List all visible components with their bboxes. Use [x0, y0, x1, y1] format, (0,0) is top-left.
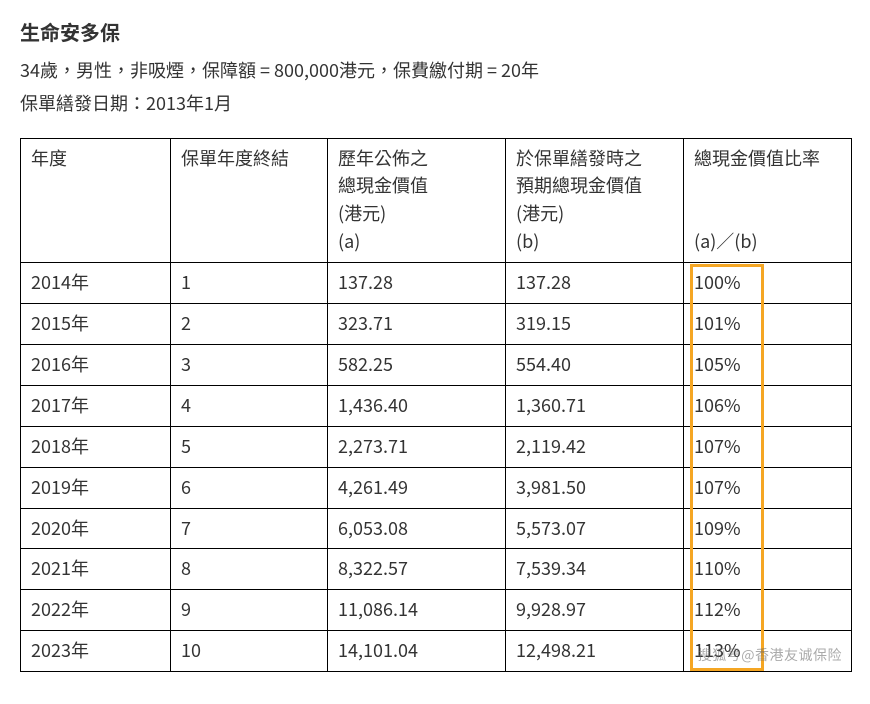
table-cell: 2015年: [21, 304, 171, 345]
table-cell: 1,360.71: [506, 385, 684, 426]
table-cell: 137.28: [328, 263, 506, 304]
table-cell: 8,322.57: [328, 549, 506, 590]
table-cell: 323.71: [328, 304, 506, 345]
table-cell: 7,539.34: [506, 549, 684, 590]
table-container: 年度 保單年度終結 歷年公佈之總現金價值(港元)(a) 於保單繕發時之預期總現金…: [20, 138, 850, 672]
table-row: 2021年88,322.577,539.34110%: [21, 549, 852, 590]
ratio-cell: 112%: [684, 590, 852, 631]
ratio-cell: 101%: [684, 304, 852, 345]
table-cell: 9,928.97: [506, 590, 684, 631]
ratio-cell: 110%: [684, 549, 852, 590]
table-cell: 554.40: [506, 344, 684, 385]
document-title: 生命安多保: [20, 16, 850, 48]
col-policy-year-end: 保單年度終結: [171, 138, 328, 263]
table-cell: 2022年: [21, 590, 171, 631]
table-cell: 6,053.08: [328, 508, 506, 549]
ratio-cell: 105%: [684, 344, 852, 385]
table-cell: 5: [171, 426, 328, 467]
cash-value-table: 年度 保單年度終結 歷年公佈之總現金價值(港元)(a) 於保單繕發時之預期總現金…: [20, 138, 852, 672]
table-row: 2020年76,053.085,573.07109%: [21, 508, 852, 549]
table-cell: 3,981.50: [506, 467, 684, 508]
col-expected-cash-value: 於保單繕發時之預期總現金價值(港元)(b): [506, 138, 684, 263]
table-cell: 2020年: [21, 508, 171, 549]
table-cell: 1: [171, 263, 328, 304]
table-cell: 2019年: [21, 467, 171, 508]
table-cell: 2021年: [21, 549, 171, 590]
col-actual-cash-value: 歷年公佈之總現金價值(港元)(a): [328, 138, 506, 263]
table-cell: 7: [171, 508, 328, 549]
col-year: 年度: [21, 138, 171, 263]
table-cell: 11,086.14: [328, 590, 506, 631]
table-cell: 14,101.04: [328, 631, 506, 672]
issue-date-line: 保單繕發日期：2013年1月: [20, 89, 850, 118]
table-cell: 8: [171, 549, 328, 590]
table-cell: 2: [171, 304, 328, 345]
ratio-cell: 100%: [684, 263, 852, 304]
table-row: 2015年2323.71319.15101%: [21, 304, 852, 345]
ratio-cell: 107%: [684, 426, 852, 467]
profile-line: 34歲，男性，非吸煙，保障額 = 800,000港元，保費繳付期 = 20年: [20, 56, 850, 85]
table-cell: 319.15: [506, 304, 684, 345]
table-row: 2023年1014,101.0412,498.21113%: [21, 631, 852, 672]
table-cell: 10: [171, 631, 328, 672]
table-cell: 2016年: [21, 344, 171, 385]
table-cell: 6: [171, 467, 328, 508]
table-cell: 2014年: [21, 263, 171, 304]
table-row: 2017年41,436.401,360.71106%: [21, 385, 852, 426]
table-cell: 2,273.71: [328, 426, 506, 467]
table-cell: 4: [171, 385, 328, 426]
table-row: 2014年1137.28137.28100%: [21, 263, 852, 304]
table-cell: 2,119.42: [506, 426, 684, 467]
col-ratio: 總現金價值比率 (a)／(b): [684, 138, 852, 263]
table-row: 2016年3582.25554.40105%: [21, 344, 852, 385]
table-row: 2019年64,261.493,981.50107%: [21, 467, 852, 508]
table-row: 2022年911,086.149,928.97112%: [21, 590, 852, 631]
table-cell: 2018年: [21, 426, 171, 467]
table-header-row: 年度 保單年度終結 歷年公佈之總現金價值(港元)(a) 於保單繕發時之預期總現金…: [21, 138, 852, 263]
ratio-cell: 109%: [684, 508, 852, 549]
table-cell: 582.25: [328, 344, 506, 385]
table-cell: 1,436.40: [328, 385, 506, 426]
table-cell: 9: [171, 590, 328, 631]
table-cell: 2023年: [21, 631, 171, 672]
table-cell: 3: [171, 344, 328, 385]
table-cell: 2017年: [21, 385, 171, 426]
table-cell: 12,498.21: [506, 631, 684, 672]
table-cell: 137.28: [506, 263, 684, 304]
ratio-cell: 107%: [684, 467, 852, 508]
table-cell: 4,261.49: [328, 467, 506, 508]
table-row: 2018年52,273.712,119.42107%: [21, 426, 852, 467]
ratio-cell: 106%: [684, 385, 852, 426]
table-cell: 5,573.07: [506, 508, 684, 549]
ratio-cell: 113%: [684, 631, 852, 672]
